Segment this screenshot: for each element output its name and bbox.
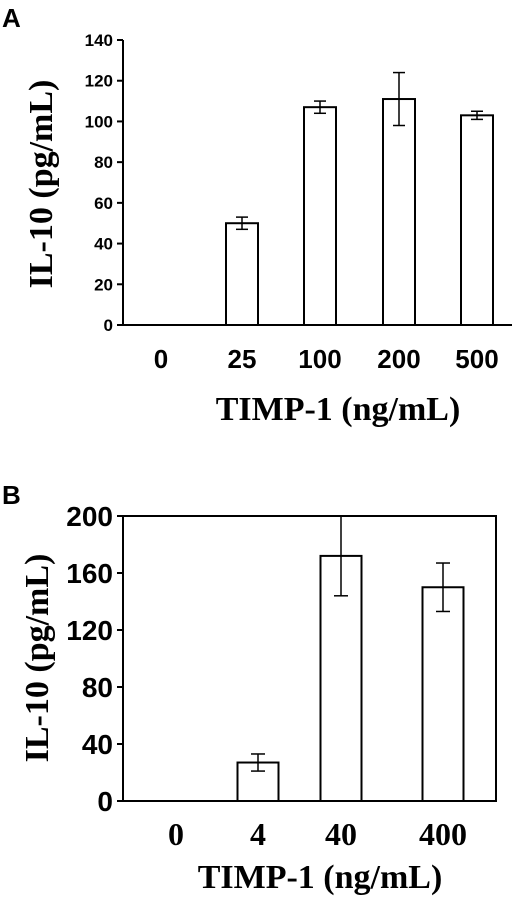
panel-a-x-ticks: 0 25 100 200 500 (154, 344, 499, 374)
y-tick-label: 120 (85, 72, 113, 91)
bar-400 (421, 586, 465, 802)
panel-b-plot-frame (122, 515, 497, 802)
x-tick-label: 0 (168, 816, 184, 852)
bar-200 (382, 98, 416, 326)
y-tick-label: 0 (97, 786, 113, 817)
y-tick-label: 40 (94, 235, 113, 254)
panel-a-y-ticks: 0 20 40 60 80 100 120 140 (85, 31, 123, 335)
panel-b-x-axis-title: TIMP-1 (ng/mL) (198, 859, 443, 896)
panel-a: A 0 20 40 60 80 100 120 140 0 25 100 200 500 IL-10 … (2, 3, 512, 428)
bar-25 (225, 222, 259, 326)
x-tick-label: 100 (298, 344, 341, 374)
panel-b-label: B (2, 480, 21, 510)
x-tick-label: 40 (325, 816, 357, 852)
y-tick-label: 40 (82, 729, 113, 760)
y-tick-label: 120 (66, 615, 113, 646)
y-tick-label: 100 (85, 112, 113, 131)
panel-a-bars (225, 71, 494, 326)
x-tick-label: 500 (455, 344, 498, 374)
y-tick-label: 80 (82, 672, 113, 703)
y-tick-label: 200 (66, 501, 113, 532)
panel-b: B 0 40 80 120 160 200 0 4 40 400 IL-10 (pg/mL) T… (2, 480, 497, 896)
panel-b-bars (236, 515, 465, 803)
y-tick-label: 0 (104, 316, 113, 335)
bar-40 (319, 554, 363, 803)
y-tick-label: 160 (66, 558, 113, 589)
panel-b-y-ticks: 0 40 80 120 160 200 (66, 501, 123, 817)
x-tick-label: 0 (154, 344, 168, 374)
y-tick-label: 20 (94, 275, 113, 294)
x-tick-label: 200 (377, 344, 420, 374)
bar-100 (303, 106, 337, 326)
panel-b-y-axis-title: IL-10 (pg/mL) (19, 554, 56, 763)
panel-a-y-axis-title: IL-10 (pg/mL) (23, 80, 60, 289)
x-tick-label: 400 (419, 816, 467, 852)
y-tick-label: 140 (85, 31, 113, 50)
x-tick-label: 4 (250, 816, 266, 852)
panel-a-label: A (2, 3, 21, 33)
y-tick-label: 80 (94, 153, 113, 172)
panel-b-x-ticks: 0 4 40 400 (168, 816, 467, 852)
bar-500 (460, 114, 494, 326)
panel-a-x-axis-title: TIMP-1 (ng/mL) (216, 391, 461, 428)
y-tick-label: 60 (94, 194, 113, 213)
x-tick-label: 25 (228, 344, 257, 374)
